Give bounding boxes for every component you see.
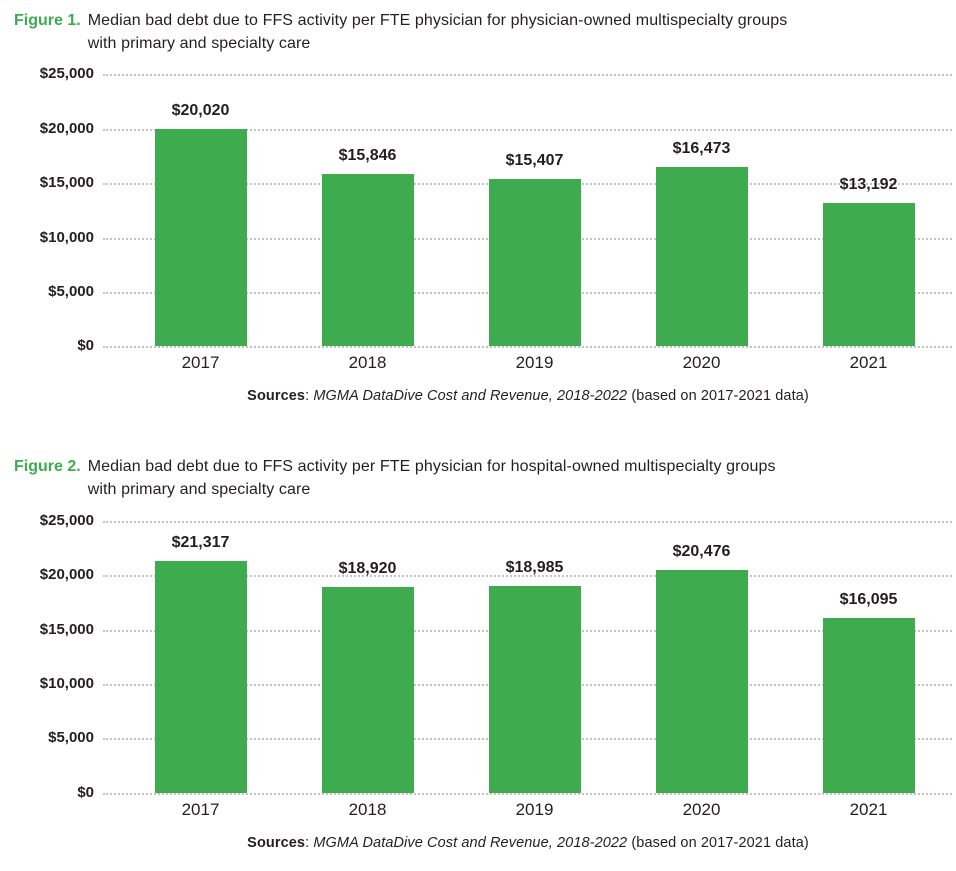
- bar-cell-2018: $18,920: [284, 521, 451, 793]
- x-axis-spacer-1: [0, 353, 103, 373]
- figure-1-title: Figure 1. Median bad debt due to FFS act…: [0, 0, 956, 55]
- x-axis-label-2021: 2021: [849, 799, 888, 819]
- bar-value-label: $20,020: [171, 101, 230, 119]
- x-axis-row-1: 2017 2018 2019 2020 2021: [0, 353, 956, 373]
- bar-2018: $15,846: [321, 147, 414, 347]
- bar-value-label: $15,407: [505, 151, 564, 169]
- bar-value-label: $16,095: [839, 590, 898, 608]
- sources-citation-1: MGMA DataDive Cost and Revenue, 2018-202…: [313, 388, 628, 405]
- sources-separator-1: :: [305, 388, 314, 405]
- figure-2-title: Figure 2. Median bad debt due to FFS act…: [0, 446, 956, 501]
- y-axis-tick-label: $10,000: [39, 675, 94, 693]
- bar-value-label: $15,846: [338, 147, 397, 165]
- gridline-$0: [103, 792, 952, 795]
- y-axis-tick-label: $15,000: [39, 620, 94, 638]
- sources-line-1: Sources: MGMA DataDive Cost and Revenue,…: [0, 388, 956, 404]
- bar-cell-2017: $21,317: [117, 521, 284, 793]
- sources-separator-2: :: [305, 834, 314, 851]
- bars-1: $20,020 $15,846 $15,407 $16,473 $13,192: [117, 74, 952, 347]
- y-axis-tick-label: $25,000: [39, 512, 94, 530]
- x-axis-label-2017: 2017: [181, 353, 220, 373]
- x-axis-label-2018: 2018: [348, 353, 387, 373]
- bar-chart-2: $0 $5,000 $10,000 $15,000 $20,000 $25,000 $21…: [0, 512, 956, 801]
- y-axis-tick-label: $20,000: [39, 119, 94, 137]
- bars-2: $21,317 $18,920 $18,985 $20,476 $16,095: [117, 521, 952, 793]
- bar-value-label: $18,985: [505, 559, 564, 577]
- gridline-$25,000: [103, 74, 952, 77]
- bar-2019: $18,985: [488, 559, 581, 793]
- bar-2017: $21,317: [154, 534, 247, 793]
- x-axis-row-2: 2017 2018 2019 2020 2021: [0, 800, 956, 820]
- bar-2021: $16,095: [822, 591, 915, 793]
- bar-2021: $13,192: [822, 176, 915, 347]
- x-axis-label-2017: 2017: [181, 799, 220, 819]
- plot-area-2: $21,317 $18,920 $18,985 $20,476 $16,095: [103, 520, 952, 795]
- sources-label-1: Sources: [247, 388, 306, 405]
- x-axis-label-2019: 2019: [515, 799, 554, 819]
- x-axis-label-2021: 2021: [849, 353, 888, 373]
- x-axis-label-2018: 2018: [348, 799, 387, 819]
- figure-2-title-text: Median bad debt due to FFS activity per …: [87, 458, 776, 499]
- y-axis-tick-label: $5,000: [48, 283, 94, 301]
- figure-1-section: Figure 1. Median bad debt due to FFS act…: [0, 0, 956, 404]
- sources-label-2: Sources: [247, 834, 306, 851]
- y-axis-tick-label: $0: [77, 337, 94, 355]
- x-axis-1: 2017 2018 2019 2020 2021: [103, 353, 952, 373]
- bar-cell-2019: $15,407: [451, 74, 618, 347]
- sources-citation-2: MGMA DataDive Cost and Revenue, 2018-202…: [313, 834, 628, 851]
- bar-2017: $20,020: [154, 102, 247, 347]
- bar-2018: $18,920: [321, 560, 414, 793]
- y-axis-tick-label: $5,000: [48, 729, 94, 747]
- bar-cell-2020: $16,473: [618, 74, 785, 347]
- bar-cell-2019: $18,985: [451, 521, 618, 793]
- gridline-$25,000: [103, 520, 952, 523]
- bar-chart-1: $0 $5,000 $10,000 $15,000 $20,000 $25,000 $20…: [0, 66, 956, 355]
- figure-1-label: Figure 1.: [14, 12, 81, 29]
- bar-cell-2021: $13,192: [785, 74, 952, 347]
- y-axis-tick-label: $15,000: [39, 174, 94, 192]
- plot-area-1: $20,020 $15,846 $15,407 $16,473 $13,192: [103, 74, 952, 349]
- figure-1-title-text: Median bad debt due to FFS activity per …: [87, 12, 788, 52]
- figure-2-section: Figure 2. Median bad debt due to FFS act…: [0, 446, 956, 851]
- bar-value-label: $21,317: [171, 533, 230, 551]
- y-axis-tick-label: $10,000: [39, 228, 94, 246]
- x-axis-2: 2017 2018 2019 2020 2021: [103, 800, 952, 820]
- bar-cell-2021: $16,095: [785, 521, 952, 793]
- figure-2-label: Figure 2.: [14, 458, 81, 476]
- bar-value-label: $16,473: [672, 140, 731, 158]
- y-axis-tick-label: $0: [77, 784, 94, 802]
- bar-cell-2017: $20,020: [117, 74, 284, 347]
- gridline-$0: [103, 346, 952, 349]
- gridline-$20,000: [103, 128, 952, 131]
- gridline-$20,000: [103, 575, 952, 578]
- y-axis-tick-label: $20,000: [39, 566, 94, 584]
- bar-cell-2018: $15,846: [284, 74, 451, 347]
- bar-2019: $15,407: [488, 152, 581, 347]
- bar-value-label: $13,192: [839, 175, 898, 193]
- bar-value-label: $20,476: [672, 543, 731, 561]
- sources-line-2: Sources: MGMA DataDive Cost and Revenue,…: [0, 835, 956, 851]
- y-axis-2: $0 $5,000 $10,000 $15,000 $20,000 $25,000: [0, 512, 103, 801]
- bar-2020: $16,473: [655, 140, 748, 347]
- bar-2020: $20,476: [655, 543, 748, 793]
- y-axis-1: $0 $5,000 $10,000 $15,000 $20,000 $25,000: [0, 66, 103, 355]
- y-axis-tick-label: $25,000: [39, 65, 94, 83]
- sources-note-2: (based on 2017-2021 data): [627, 834, 809, 851]
- bar-cell-2020: $20,476: [618, 521, 785, 793]
- sources-note-1: (based on 2017-2021 data): [627, 388, 809, 405]
- bar-value-label: $18,920: [338, 560, 397, 578]
- x-axis-label-2020: 2020: [682, 799, 721, 819]
- x-axis-label-2019: 2019: [515, 353, 554, 373]
- x-axis-spacer-2: [0, 800, 103, 820]
- x-axis-label-2020: 2020: [682, 353, 721, 373]
